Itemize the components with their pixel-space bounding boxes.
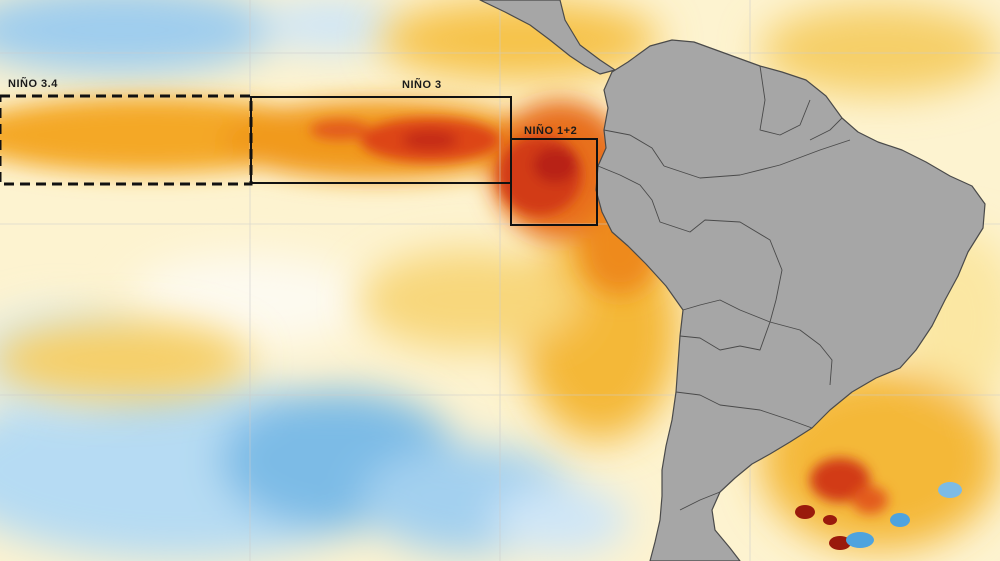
region-labels: NIÑO 3.4 NIÑO 3 NIÑO 1+2 <box>8 77 577 137</box>
south-america <box>595 39 986 561</box>
hot-anomaly-core <box>310 118 888 514</box>
nino-region-boxes <box>0 94 598 226</box>
nino-1-2-label: NIÑO 1+2 <box>524 124 577 137</box>
nino-3-4-label: NIÑO 3.4 <box>8 77 58 90</box>
country-borders <box>597 65 851 511</box>
central-america <box>479 0 616 75</box>
land-masses <box>479 0 986 561</box>
southern-eddies <box>795 482 962 550</box>
nino-1-2-box <box>510 138 598 226</box>
nino-3-label: NIÑO 3 <box>402 78 442 91</box>
